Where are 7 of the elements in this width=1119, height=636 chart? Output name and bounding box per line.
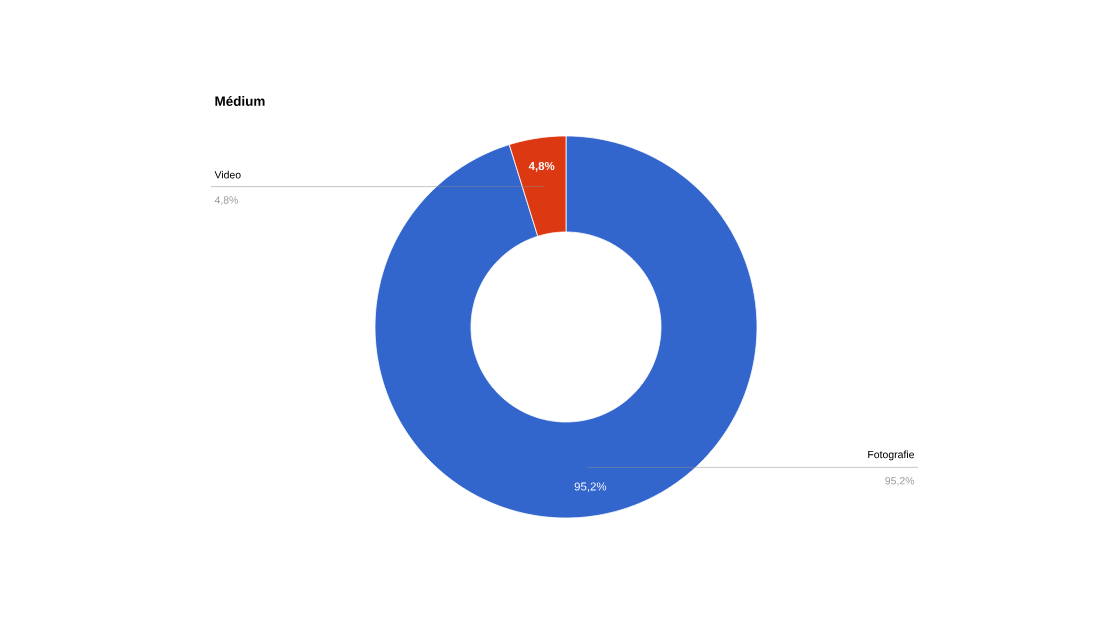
slice-label: Video bbox=[214, 170, 241, 179]
text: 4,8% bbox=[214, 196, 238, 205]
chart-title: Médium bbox=[215, 96, 265, 106]
text: 95,2% bbox=[885, 477, 915, 486]
slice-label: Fotografie bbox=[868, 450, 915, 461]
data-label: 4,8% bbox=[528, 161, 555, 172]
data-label: 95,2% bbox=[574, 482, 607, 492]
